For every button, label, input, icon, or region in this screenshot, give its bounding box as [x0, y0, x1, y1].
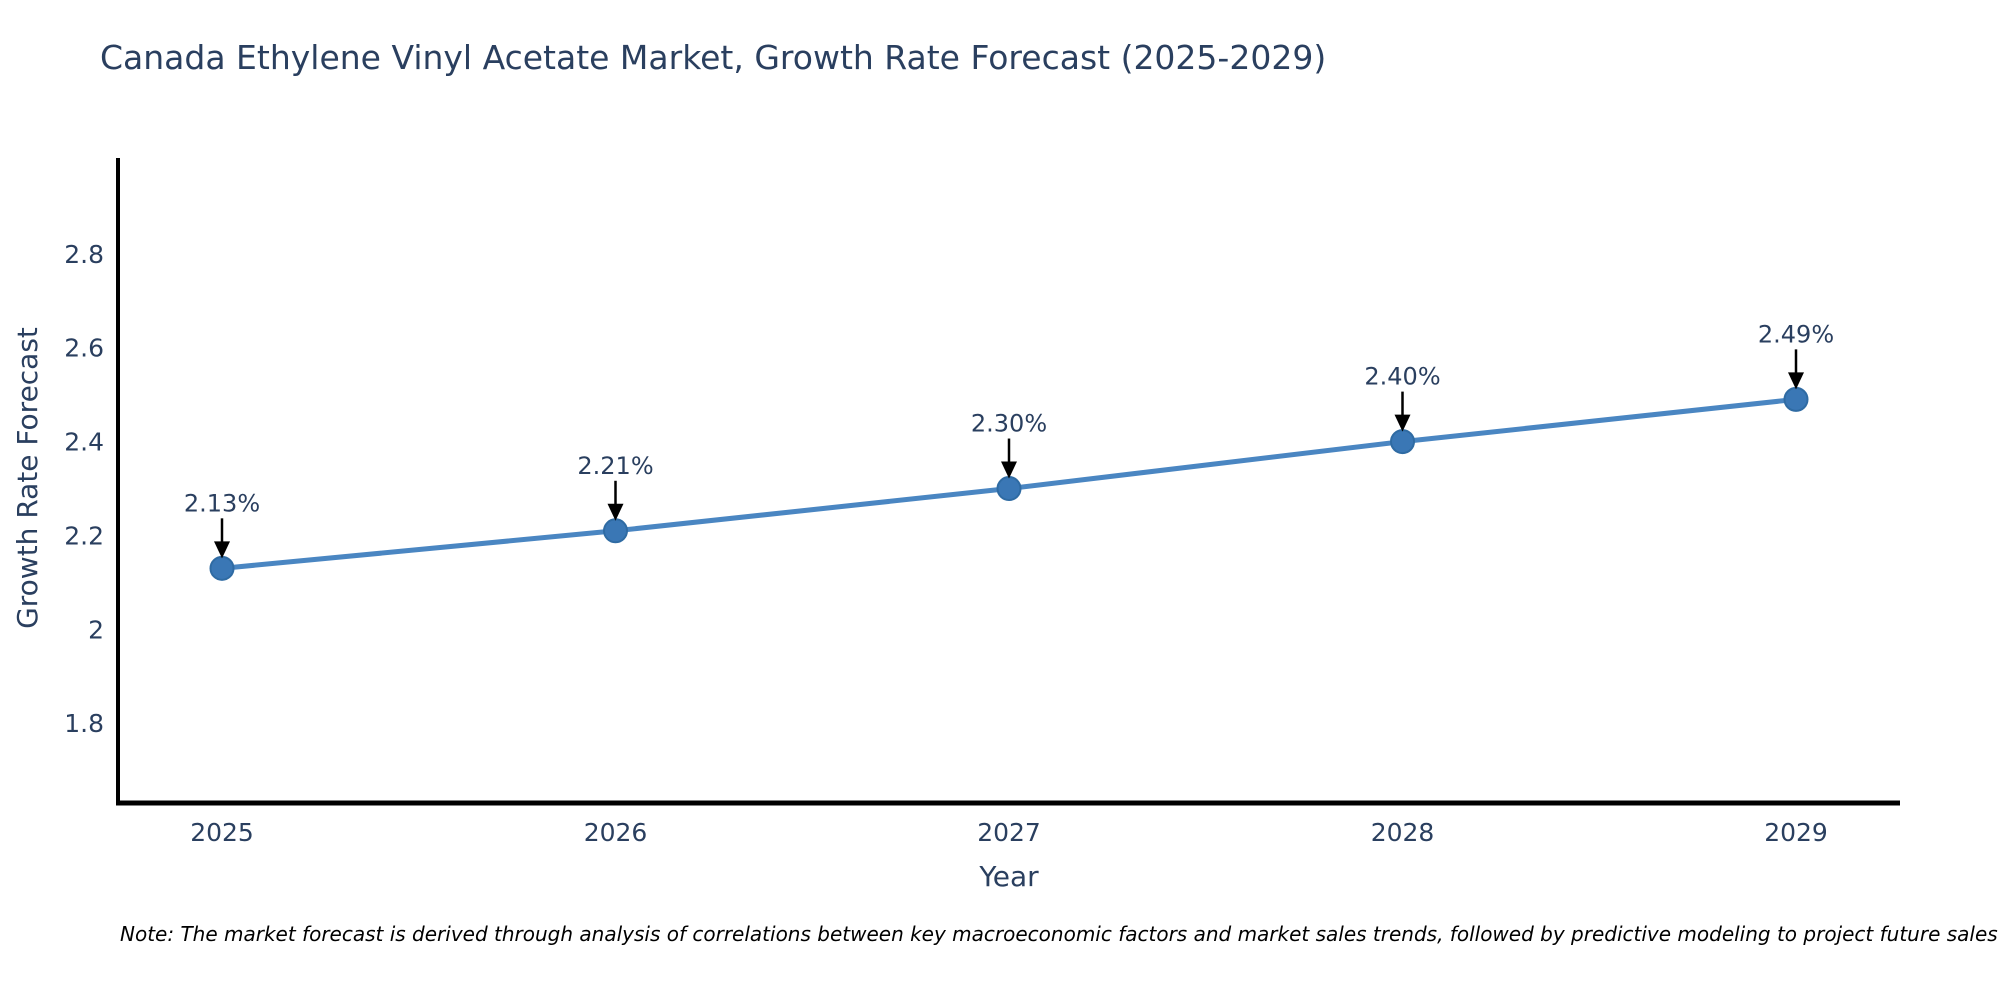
x-tick-label: 2027: [977, 818, 1041, 847]
y-tick-label: 2.8: [64, 240, 104, 269]
annotation-arrowhead-icon: [607, 503, 624, 521]
annotation-arrowhead-icon: [1788, 372, 1804, 390]
x-tick-label: 2028: [1371, 818, 1435, 847]
y-tick-label: 2.4: [64, 428, 104, 457]
annotation-arrowhead-icon: [214, 541, 230, 559]
data-point-2029[interactable]: [1783, 386, 1809, 412]
point-label: 2.30%: [971, 410, 1047, 438]
x-axis-title: Year: [979, 860, 1039, 893]
y-tick-label: 2.6: [64, 334, 104, 363]
annotation-arrowhead-icon: [1001, 461, 1017, 479]
y-tick-label: 1.8: [64, 709, 104, 738]
y-tick-label: 2.2: [64, 521, 104, 550]
y-tick-label: 2: [88, 615, 104, 644]
x-tick-label: 2026: [584, 818, 648, 847]
footnote: Note: The market forecast is derived thr…: [120, 922, 1998, 946]
point-label: 2.21%: [577, 452, 653, 480]
data-point-2026[interactable]: [603, 518, 628, 544]
x-tick-label: 2025: [190, 818, 254, 847]
data-point-2025[interactable]: [209, 555, 235, 581]
point-label: 2.49%: [1758, 320, 1834, 348]
point-label: 2.13%: [184, 489, 260, 517]
x-tick-label: 2029: [1764, 818, 1828, 847]
chart-title: Canada Ethylene Vinyl Acetate Market, Gr…: [100, 38, 1327, 77]
data-point-2028[interactable]: [1390, 429, 1415, 455]
annotation-arrowhead-icon: [1394, 414, 1411, 432]
point-label: 2.40%: [1364, 363, 1440, 391]
data-point-2027[interactable]: [996, 476, 1022, 502]
